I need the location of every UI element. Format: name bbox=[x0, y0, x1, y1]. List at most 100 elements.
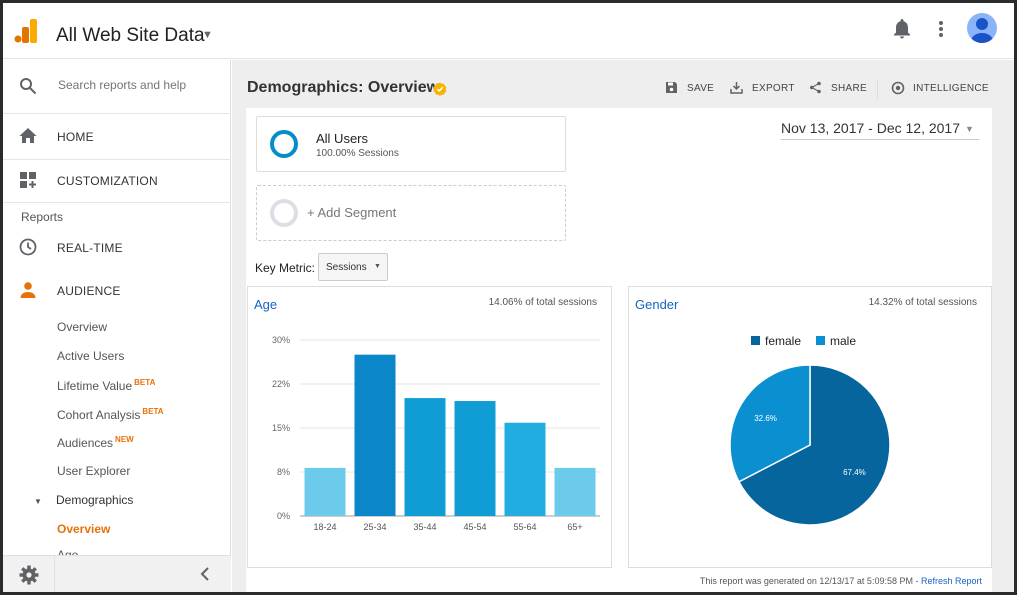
legend-label-male: male bbox=[830, 334, 856, 348]
share-button[interactable]: SHARE bbox=[809, 80, 869, 98]
x-tick-label: 35-44 bbox=[413, 522, 436, 532]
intelligence-icon bbox=[891, 81, 905, 95]
sidebar-subitem-label: Audiences bbox=[57, 436, 114, 450]
sidebar: HOME CUSTOMIZATION Reports REAL-TIME bbox=[3, 60, 231, 592]
reports-section-label: Reports bbox=[21, 210, 64, 224]
sidebar-item-label: HOME bbox=[57, 130, 94, 144]
age-bar-65+ bbox=[554, 467, 596, 516]
key-metric-value: Sessions bbox=[326, 262, 367, 273]
sidebar-item-realtime[interactable]: REAL-TIME bbox=[3, 226, 231, 270]
sidebar-subitem-label: Active Users bbox=[57, 349, 125, 363]
sidebar-footer bbox=[3, 555, 231, 592]
sidebar-item-label: CUSTOMIZATION bbox=[57, 174, 158, 188]
expand-down-icon[interactable]: ▼ bbox=[34, 497, 42, 506]
sidebar-subitem-age[interactable]: Age bbox=[57, 548, 78, 555]
sidebar-subitem-cohort-analysis[interactable]: Cohort Analysis BETA bbox=[57, 407, 164, 422]
beta-badge: BETA bbox=[134, 378, 156, 387]
gender-card: Gender 14.32% of total sessions female ma… bbox=[628, 286, 992, 568]
age-card: Age 14.06% of total sessions 0% 8% 15% 22% 3… bbox=[247, 286, 612, 568]
analytics-logo[interactable] bbox=[14, 19, 38, 43]
add-segment-label: + Add Segment bbox=[307, 205, 397, 220]
toolbar-divider bbox=[877, 79, 878, 99]
intelligence-button[interactable]: INTELLIGENCE bbox=[891, 80, 989, 98]
sidebar-item-audience[interactable]: AUDIENCE bbox=[3, 269, 231, 313]
new-badge: NEW bbox=[115, 435, 134, 444]
x-tick-label: 45-54 bbox=[463, 522, 486, 532]
export-label: EXPORT bbox=[752, 83, 795, 94]
sidebar-subitem-label: User Explorer bbox=[57, 464, 131, 478]
segment-all-users[interactable]: All Users 100.00% Sessions bbox=[256, 116, 566, 172]
share-icon bbox=[810, 81, 821, 94]
notifications-bell-icon[interactable] bbox=[893, 19, 911, 39]
app-window: All Web Site Data ▼ HOME bbox=[3, 3, 1014, 592]
sidebar-subitem-audiences[interactable]: Audiences NEW bbox=[57, 435, 134, 450]
age-bar-chart: 0% 8% 15% 22% 30% 18-24 25-34 35-44 45-54 55-64 65… bbox=[272, 335, 600, 532]
gender-card-title[interactable]: Gender bbox=[635, 297, 679, 312]
search-bar[interactable] bbox=[3, 60, 231, 114]
refresh-report-link[interactable]: Refresh Report bbox=[920, 576, 982, 586]
dashboard-add-icon bbox=[20, 172, 36, 188]
verified-badge-icon[interactable] bbox=[433, 82, 447, 96]
x-tick-label: 55-64 bbox=[513, 522, 536, 532]
age-bar-45-54 bbox=[454, 401, 496, 516]
legend-swatch-female bbox=[751, 336, 760, 345]
sidebar-item-label: AUDIENCE bbox=[57, 284, 121, 298]
sidebar-subitem-lifetime-value[interactable]: Lifetime Value BETA bbox=[57, 378, 155, 393]
search-input[interactable] bbox=[58, 78, 218, 92]
intelligence-label: INTELLIGENCE bbox=[913, 83, 989, 94]
add-segment-button[interactable]: + Add Segment bbox=[256, 185, 566, 241]
age-bar-55-64 bbox=[504, 422, 546, 516]
share-label: SHARE bbox=[831, 83, 867, 94]
divider bbox=[3, 159, 231, 160]
segment-ring-icon bbox=[270, 130, 298, 158]
save-icon bbox=[666, 82, 677, 93]
gender-pie-chart: female male 67.4% 32.6% bbox=[729, 334, 891, 526]
chevron-down-icon: ▼ bbox=[374, 263, 381, 270]
age-card-share: 14.06% of total sessions bbox=[488, 297, 597, 308]
divider bbox=[3, 202, 231, 203]
collapse-sidebar-icon[interactable] bbox=[199, 566, 211, 582]
sidebar-subitem-label: Overview bbox=[57, 320, 108, 334]
legend-swatch-male bbox=[816, 336, 825, 345]
key-metric-label: Key Metric: bbox=[255, 261, 316, 275]
save-button[interactable]: SAVE bbox=[665, 80, 725, 98]
person-icon bbox=[20, 282, 36, 298]
save-label: SAVE bbox=[687, 83, 715, 94]
export-button[interactable]: EXPORT bbox=[730, 80, 796, 98]
y-tick-label: 22% bbox=[272, 379, 290, 389]
segment-placeholder-ring-icon bbox=[270, 199, 298, 227]
sidebar-subitem-demographics-overview[interactable]: Overview bbox=[57, 522, 111, 536]
gear-icon bbox=[19, 565, 39, 585]
pie-slice-label: 32.6% bbox=[754, 414, 777, 423]
more-vert-icon[interactable] bbox=[933, 19, 949, 39]
x-tick-label: 18-24 bbox=[313, 522, 336, 532]
sidebar-subitem-overview[interactable]: Overview bbox=[57, 320, 107, 334]
sidebar-item-customization[interactable]: CUSTOMIZATION bbox=[3, 159, 231, 203]
sidebar-subitem-active-users[interactable]: Active Users bbox=[57, 349, 124, 363]
date-range-picker[interactable]: Nov 13, 2017 - Dec 12, 2017 ▼ bbox=[781, 117, 979, 140]
home-icon bbox=[19, 128, 37, 143]
main-content: Demographics: Overview SAVE EXPORT SHARE bbox=[232, 60, 1014, 592]
account-avatar-icon[interactable] bbox=[967, 13, 997, 43]
age-bar-35-44 bbox=[404, 398, 446, 516]
search-icon bbox=[20, 78, 37, 95]
y-tick-label: 15% bbox=[272, 423, 290, 433]
sidebar-subitem-label: Lifetime Value bbox=[57, 379, 133, 393]
beta-badge: BETA bbox=[142, 407, 164, 416]
sidebar-item-demographics[interactable]: Demographics bbox=[56, 493, 134, 507]
segment-name: All Users bbox=[316, 131, 369, 146]
y-tick-label: 30% bbox=[272, 335, 290, 345]
y-tick-label: 8% bbox=[277, 467, 290, 477]
export-icon bbox=[730, 82, 743, 94]
legend-label-female: female bbox=[765, 334, 801, 348]
page-title: Demographics: Overview bbox=[247, 79, 440, 96]
sidebar-item-home[interactable]: HOME bbox=[3, 115, 231, 159]
age-card-title[interactable]: Age bbox=[254, 297, 278, 312]
account-selector[interactable]: All Web Site Data bbox=[56, 25, 205, 46]
chevron-down-icon[interactable]: ▼ bbox=[202, 29, 213, 41]
key-metric-select[interactable]: Sessions ▼ bbox=[318, 253, 388, 281]
age-bar-25-34 bbox=[354, 354, 396, 516]
sidebar-item-label: REAL-TIME bbox=[57, 241, 123, 255]
sidebar-subitem-user-explorer[interactable]: User Explorer bbox=[57, 464, 130, 478]
admin-button[interactable] bbox=[3, 556, 55, 592]
